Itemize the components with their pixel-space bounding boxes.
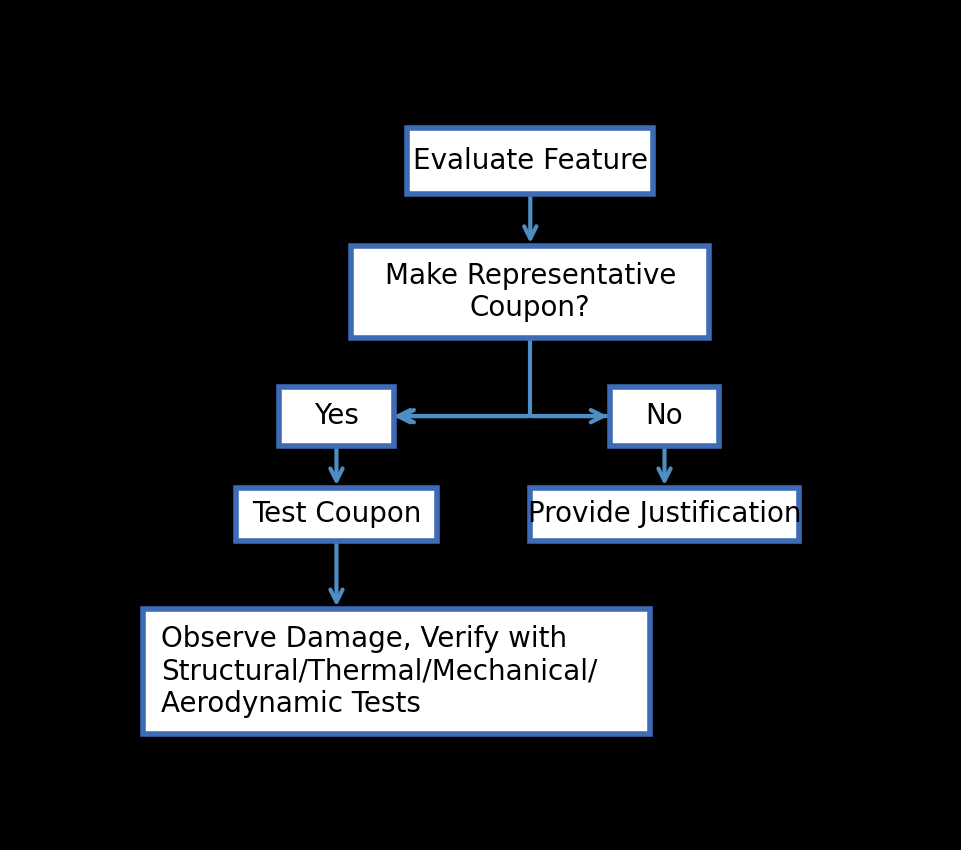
- FancyBboxPatch shape: [142, 609, 649, 734]
- Text: Observe Damage, Verify with
Structural/Thermal/Mechanical/
Aerodynamic Tests: Observe Damage, Verify with Structural/T…: [161, 625, 597, 717]
- FancyBboxPatch shape: [351, 246, 708, 337]
- FancyBboxPatch shape: [530, 488, 798, 541]
- FancyBboxPatch shape: [279, 387, 394, 445]
- Text: Test Coupon: Test Coupon: [252, 501, 421, 529]
- Text: Provide Justification: Provide Justification: [528, 501, 801, 529]
- Text: Evaluate Feature: Evaluate Feature: [412, 147, 647, 175]
- Text: No: No: [645, 402, 682, 430]
- FancyBboxPatch shape: [407, 128, 653, 194]
- Text: Make Representative
Coupon?: Make Representative Coupon?: [384, 262, 676, 322]
- FancyBboxPatch shape: [235, 488, 436, 541]
- Text: Yes: Yes: [313, 402, 358, 430]
- FancyBboxPatch shape: [610, 387, 718, 445]
